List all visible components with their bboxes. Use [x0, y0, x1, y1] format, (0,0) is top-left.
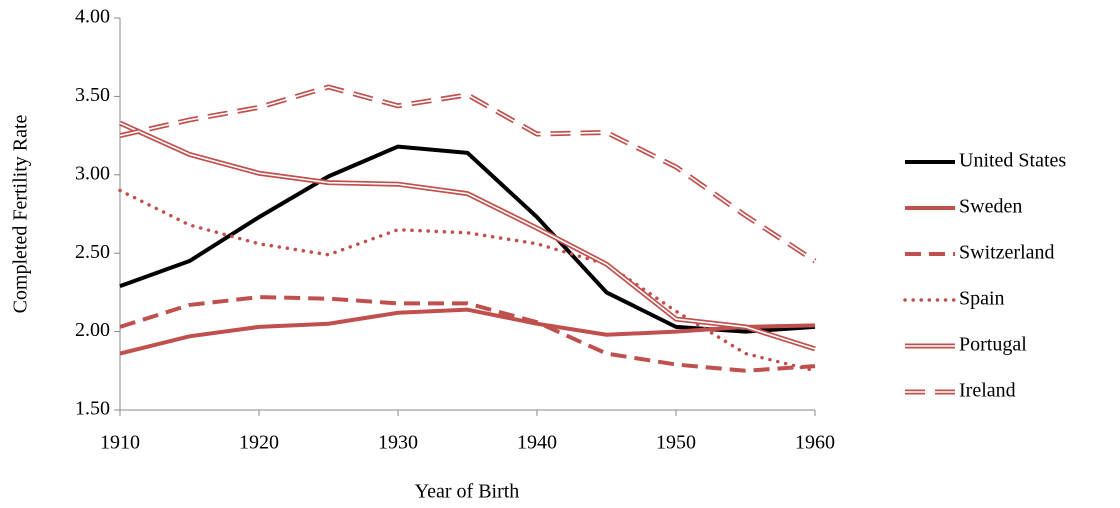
- series-line-inner: [119, 86, 816, 262]
- y-tick-label: 4.00: [75, 6, 110, 28]
- y-tick-label: 3.50: [75, 84, 110, 106]
- series-line-inner: [119, 122, 816, 350]
- y-tick-label: 3.00: [75, 162, 110, 184]
- x-tick-label: 1930: [378, 432, 418, 454]
- x-axis-label: Year of Birth: [415, 481, 520, 503]
- y-tick-label: 1.50: [75, 398, 110, 420]
- y-axis-label: Completed Fertility Rate: [10, 114, 32, 313]
- x-tick-label: 1940: [517, 432, 557, 454]
- legend-label: United States: [959, 150, 1066, 172]
- legend-label: Ireland: [959, 380, 1016, 402]
- series-line: [119, 295, 816, 373]
- legend-label: Switzerland: [959, 242, 1055, 264]
- legend-label: Sweden: [959, 196, 1022, 218]
- x-tick-label: 1960: [795, 432, 835, 454]
- legend-label: Portugal: [959, 334, 1027, 356]
- x-tick-label: 1920: [239, 432, 279, 454]
- x-tick-label: 1910: [100, 432, 140, 454]
- series-line: [118, 188, 817, 373]
- series-line: [119, 307, 816, 356]
- y-tick-label: 2.50: [75, 241, 110, 263]
- x-tick-label: 1950: [656, 432, 696, 454]
- y-tick-label: 2.00: [75, 319, 110, 341]
- legend-label: Spain: [959, 288, 1005, 310]
